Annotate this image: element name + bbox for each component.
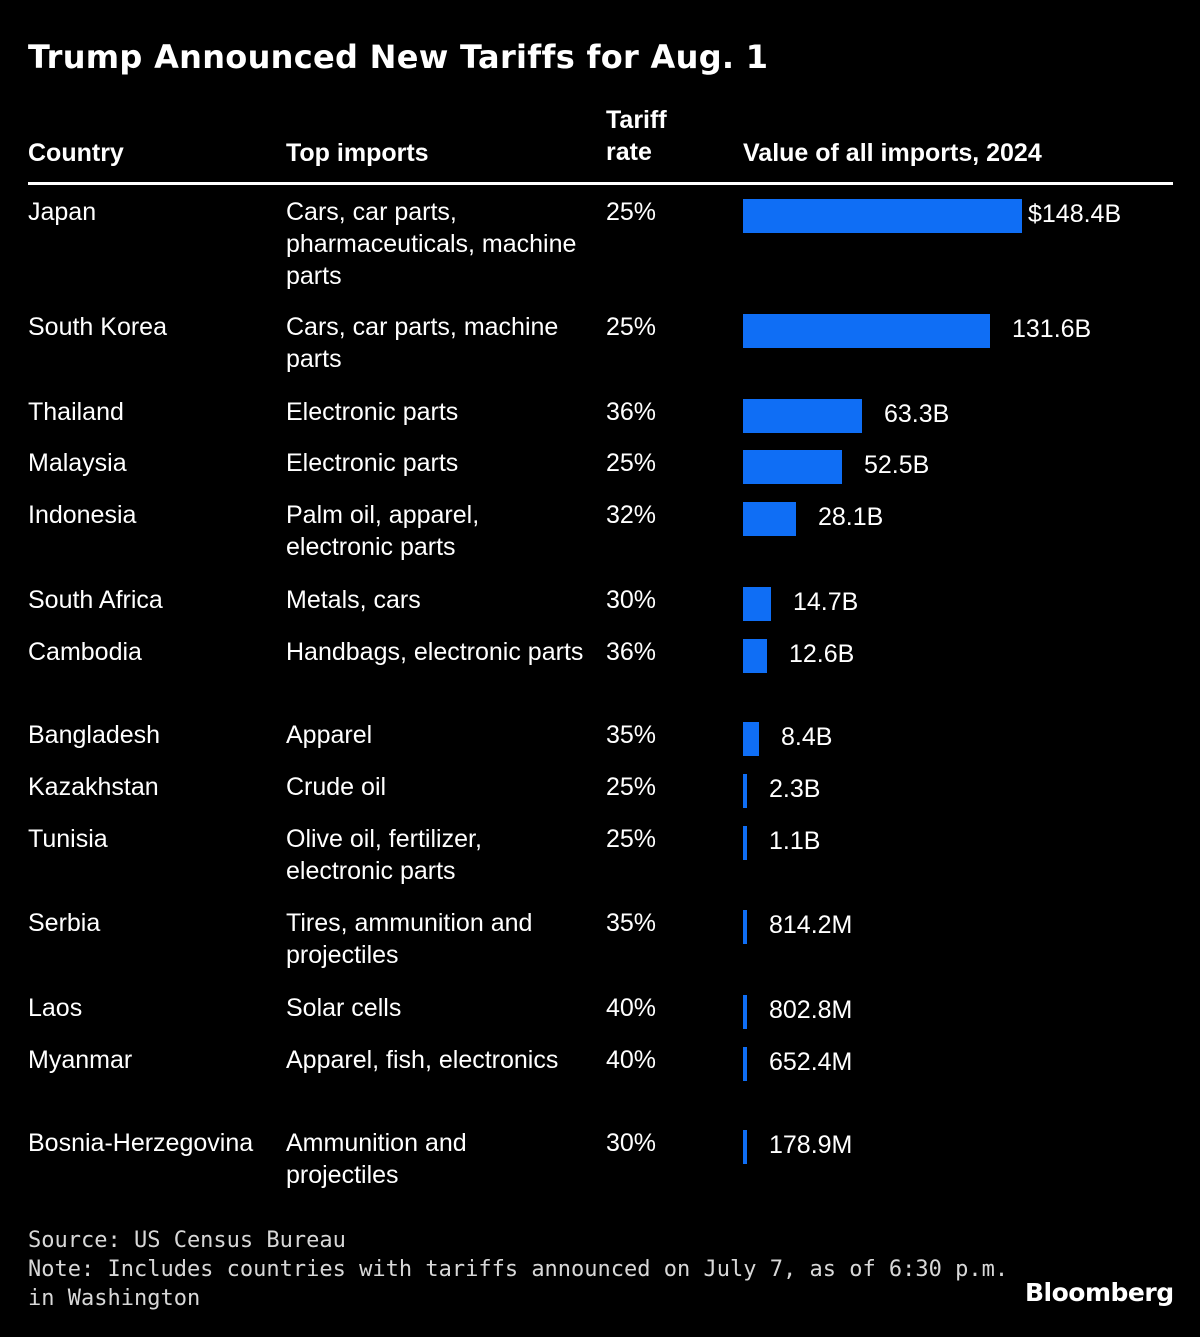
- tariff-rate: 36%: [606, 638, 657, 666]
- country-name: Bosnia-Herzegovina: [28, 1129, 254, 1157]
- value-label: 652.4M: [769, 1048, 853, 1076]
- top-imports: Metals, cars: [286, 586, 421, 614]
- value-label: 2.3B: [769, 775, 821, 803]
- top-imports: Olive oil, fertilizer, electronic parts: [286, 825, 482, 885]
- top-imports: Electronic parts: [286, 398, 459, 426]
- value-label: 8.4B: [781, 723, 833, 751]
- value-bar: [743, 995, 747, 1029]
- tariff-rate: 30%: [606, 1129, 657, 1157]
- top-imports: Ammunition and projectiles: [286, 1129, 467, 1189]
- country-name: Indonesia: [28, 501, 137, 529]
- value-label: $148.4B: [1028, 200, 1122, 228]
- value-bar: [743, 639, 767, 673]
- tariff-rate: 25%: [606, 313, 657, 341]
- note-line-2: in Washington: [28, 1286, 201, 1311]
- country-name: Japan: [28, 198, 97, 226]
- value-label: 14.7B: [793, 588, 859, 616]
- value-bar: [743, 450, 842, 484]
- value-label: 1.1B: [769, 827, 821, 855]
- tariff-rate: 40%: [606, 1046, 657, 1074]
- header-tariff-rate: Tariff rate: [606, 106, 667, 166]
- header-country: Country: [28, 139, 124, 167]
- value-bar: [743, 774, 747, 808]
- value-label: 28.1B: [818, 503, 884, 531]
- header-top-imports: Top imports: [286, 139, 429, 167]
- value-bar: [743, 502, 796, 536]
- country-name: South Korea: [28, 313, 167, 341]
- country-name: Tunisia: [28, 825, 108, 853]
- tariff-rate: 35%: [606, 721, 657, 749]
- value-bar: [743, 1047, 747, 1081]
- header-divider: [28, 182, 1173, 185]
- top-imports: Electronic parts: [286, 449, 459, 477]
- country-name: Malaysia: [28, 449, 127, 477]
- tariff-rate: 25%: [606, 198, 657, 226]
- value-bar: [743, 910, 747, 944]
- country-name: South Africa: [28, 586, 163, 614]
- country-name: Thailand: [28, 398, 124, 426]
- top-imports: Cars, car parts, pharmaceuticals, machin…: [286, 198, 577, 290]
- value-bar: [743, 826, 747, 860]
- value-label: 802.8M: [769, 996, 853, 1024]
- tariff-rate: 40%: [606, 994, 657, 1022]
- country-name: Laos: [28, 994, 83, 1022]
- top-imports: Tires, ammunition and projectiles: [286, 909, 533, 969]
- value-bar: [743, 199, 1022, 233]
- value-label: 52.5B: [864, 451, 930, 479]
- tariff-rate: 25%: [606, 449, 657, 477]
- country-name: Bangladesh: [28, 721, 161, 749]
- tariff-rate: 25%: [606, 773, 657, 801]
- top-imports: Handbags, electronic parts: [286, 638, 584, 666]
- top-imports: Crude oil: [286, 773, 387, 801]
- value-label: 63.3B: [884, 400, 950, 428]
- tariff-rate: 36%: [606, 398, 657, 426]
- value-bar: [743, 1130, 747, 1164]
- country-name: Cambodia: [28, 638, 142, 666]
- country-name: Serbia: [28, 909, 101, 937]
- tariff-rate: 32%: [606, 501, 657, 529]
- bloomberg-logo: Bloomberg: [1025, 1278, 1174, 1307]
- tariff-rate: 35%: [606, 909, 657, 937]
- top-imports: Palm oil, apparel, electronic parts: [286, 501, 480, 561]
- value-label: 178.9M: [769, 1131, 853, 1159]
- top-imports: Apparel, fish, electronics: [286, 1046, 559, 1074]
- value-bar: [743, 314, 990, 348]
- value-label: 131.6B: [1012, 315, 1092, 343]
- value-label: 12.6B: [789, 640, 855, 668]
- chart-title: Trump Announced New Tariffs for Aug. 1: [28, 38, 769, 76]
- tariff-rate: 25%: [606, 825, 657, 853]
- note-line-1: Note: Includes countries with tariffs an…: [28, 1257, 1009, 1282]
- source-note: Source: US Census Bureau: [28, 1228, 346, 1253]
- top-imports: Apparel: [286, 721, 373, 749]
- value-label: 814.2M: [769, 911, 853, 939]
- top-imports: Solar cells: [286, 994, 402, 1022]
- country-name: Myanmar: [28, 1046, 133, 1074]
- value-bar: [743, 399, 862, 433]
- tariff-rate: 30%: [606, 586, 657, 614]
- top-imports: Cars, car parts, machine parts: [286, 313, 559, 373]
- value-bar: [743, 722, 759, 756]
- value-bar: [743, 587, 771, 621]
- header-value: Value of all imports, 2024: [743, 139, 1042, 167]
- country-name: Kazakhstan: [28, 773, 159, 801]
